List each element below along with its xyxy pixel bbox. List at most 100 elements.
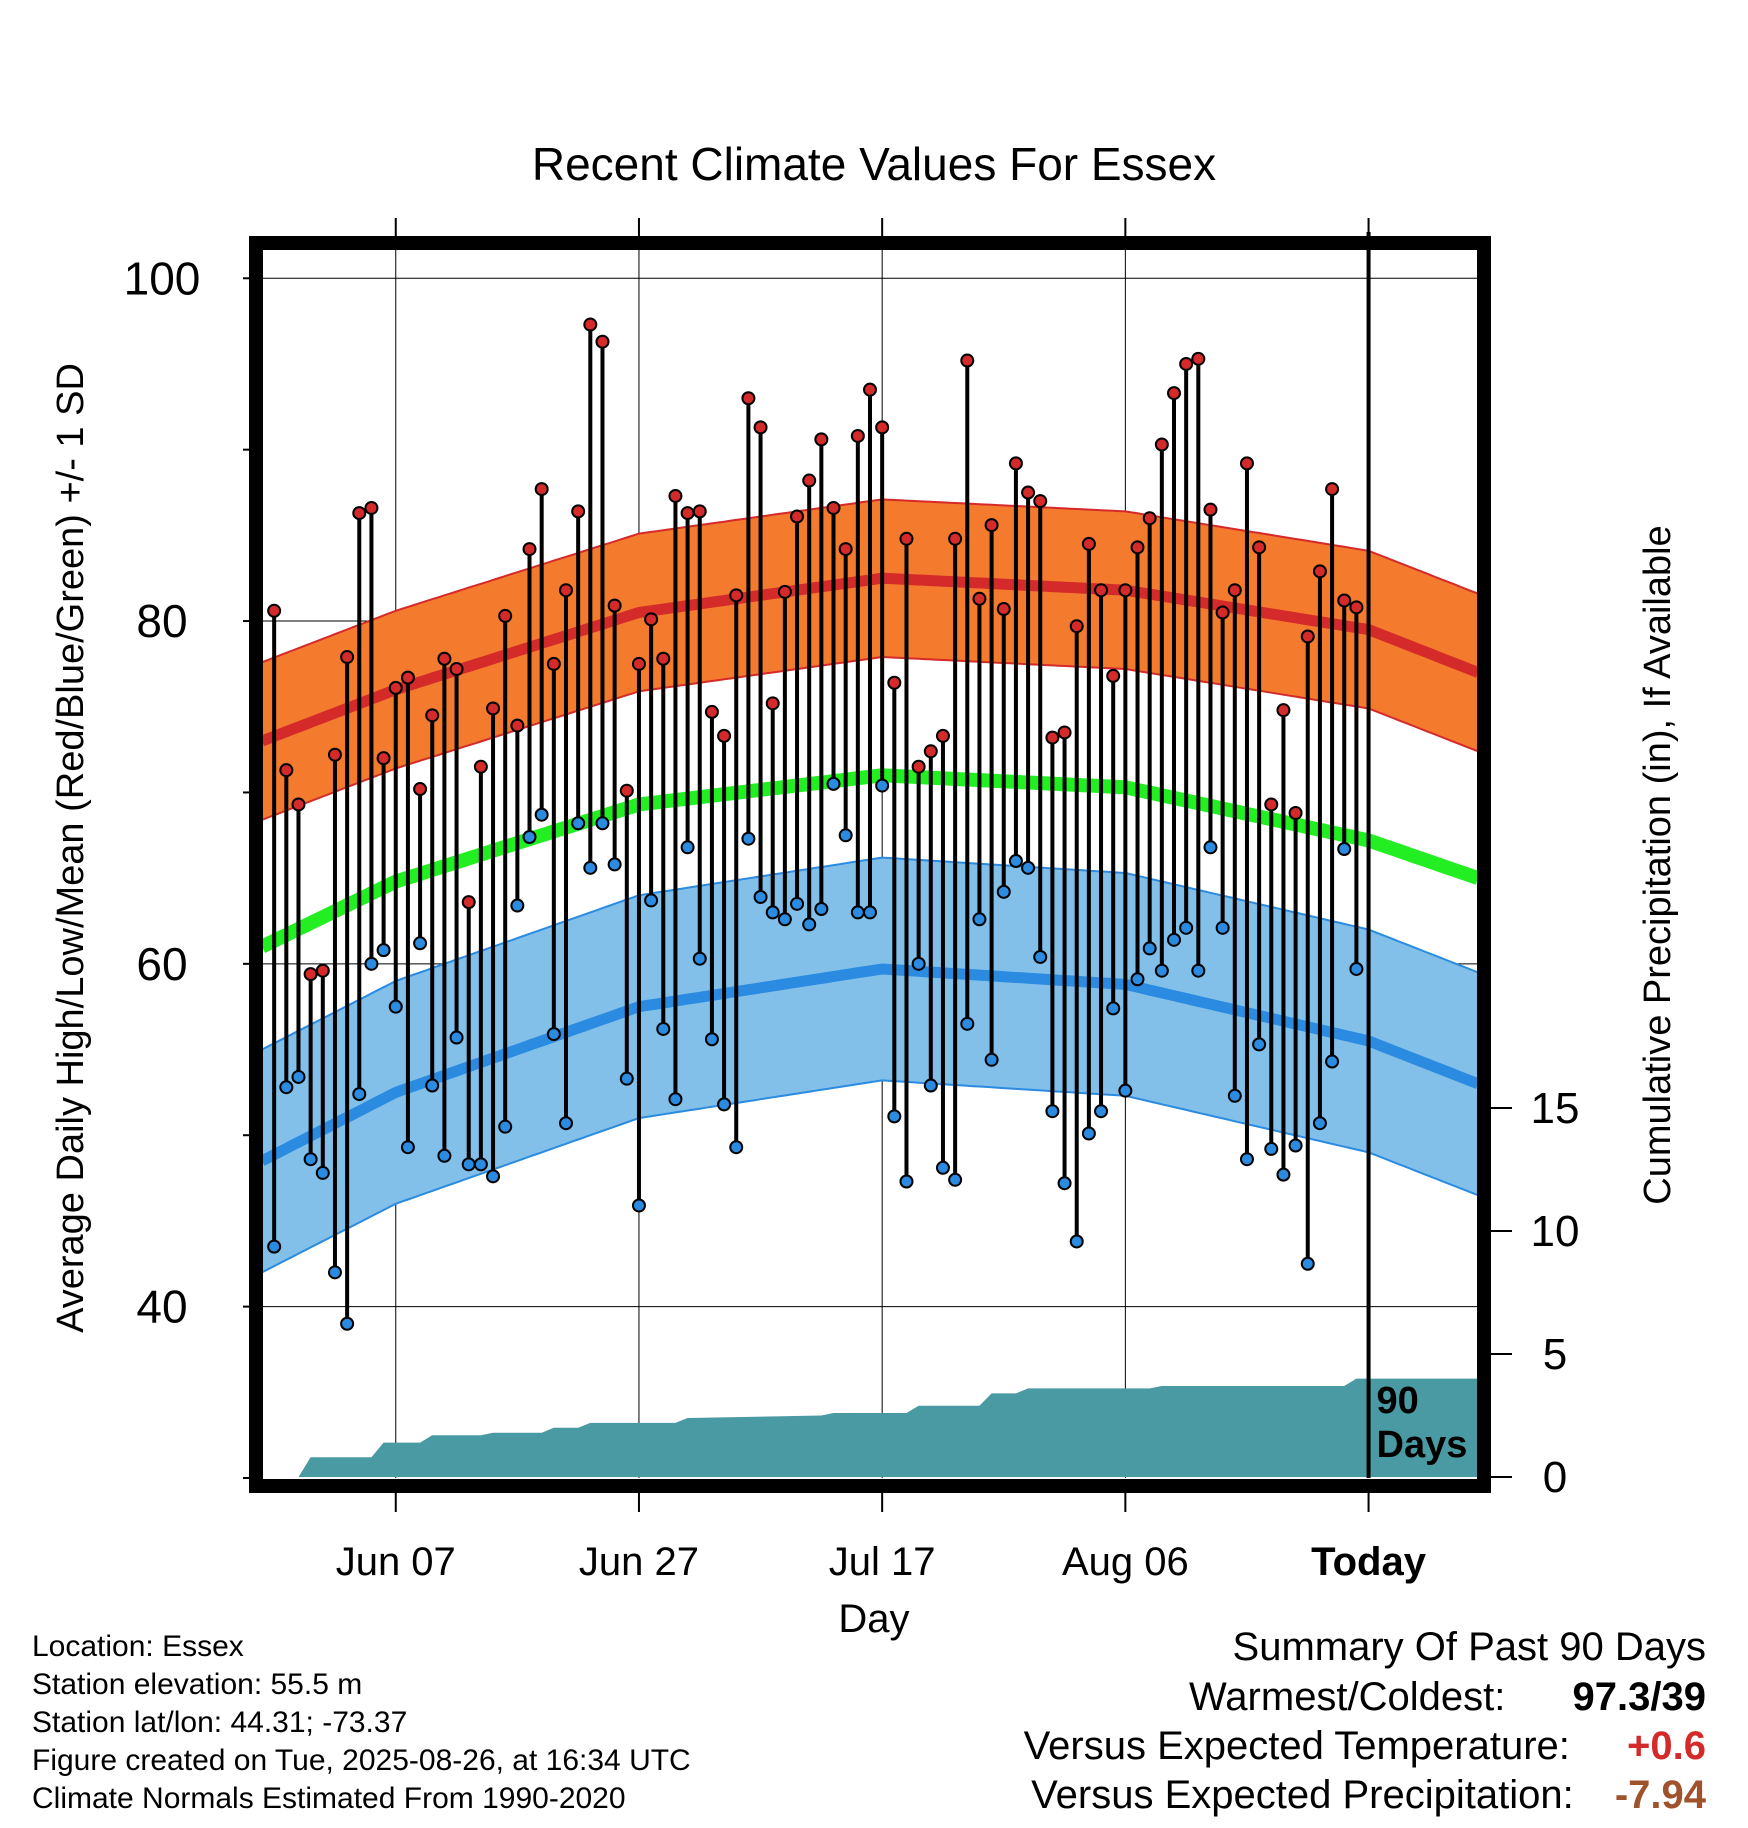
high-temp-point xyxy=(1094,583,1109,598)
low-temp-point xyxy=(546,1027,561,1042)
low-temp-point xyxy=(1179,920,1194,935)
low-temp-point xyxy=(388,999,403,1014)
high-temp-point xyxy=(327,747,342,762)
high-temp-point xyxy=(571,504,586,519)
low-temp-point xyxy=(814,901,829,916)
high-temp-point xyxy=(1252,540,1267,555)
high-temp-point xyxy=(1191,351,1206,366)
y-axis-label: Average Daily High/Low/Mean (Red/Blue/Gr… xyxy=(50,363,92,1333)
high-temp-point xyxy=(486,701,501,716)
low-temp-point xyxy=(437,1148,452,1163)
high-temp-point xyxy=(644,612,659,627)
high-temp-point xyxy=(631,656,646,671)
window-days-label: 90 xyxy=(1377,1380,1419,1422)
low-temp-point xyxy=(315,1165,330,1180)
high-temp-point xyxy=(315,963,330,978)
low-temp-point xyxy=(449,1030,464,1045)
high-temp-point xyxy=(1203,502,1218,517)
high-temp-point xyxy=(1325,482,1340,497)
high-temp-point xyxy=(1081,536,1096,551)
high-temp-point xyxy=(1057,725,1072,740)
low-temp-point xyxy=(631,1198,646,1213)
chart-title: Recent Climate Values For Essex xyxy=(532,138,1216,190)
high-temp-point xyxy=(522,542,537,557)
high-temp-point xyxy=(802,473,817,488)
warmest-coldest-row: Warmest/Coldest: 97.3/39 xyxy=(1189,1675,1706,1720)
high-temp-point xyxy=(498,608,513,623)
low-temp-point xyxy=(875,778,890,793)
low-temp-point xyxy=(303,1152,318,1167)
high-temp-point xyxy=(376,751,391,766)
high-temp-point xyxy=(741,391,756,406)
y2-axis-label: Cumulative Precipitation (in), If Availa… xyxy=(1637,525,1679,1204)
low-temp-points xyxy=(267,776,1364,1331)
low-temp-point xyxy=(1130,972,1145,987)
temp-row: Versus Expected Temperature: +0.6 xyxy=(1024,1724,1706,1769)
high-temp-point xyxy=(1021,485,1036,500)
y-tick-label: 60 xyxy=(136,938,187,990)
station-info: Location: Essex Station elevation: 55.5 … xyxy=(32,1628,691,1818)
location-text: Location: Essex xyxy=(32,1630,244,1663)
low-temp-point xyxy=(692,951,707,966)
high-temp-point xyxy=(279,763,294,778)
low-temp-point xyxy=(1227,1088,1242,1103)
high-temp-point xyxy=(559,583,573,598)
precip-label: Versus Expected Precipitation: xyxy=(1031,1773,1574,1817)
high-temp-point xyxy=(1312,564,1327,579)
low-temp-point xyxy=(984,1052,999,1067)
low-temp-point xyxy=(656,1021,671,1036)
low-temp-point xyxy=(1118,1083,1133,1098)
high-temp-point xyxy=(388,680,403,695)
high-temp-point xyxy=(911,759,926,774)
high-temp-point xyxy=(1300,629,1315,644)
low-temp-point xyxy=(1033,949,1048,964)
high-temp-point xyxy=(899,531,914,546)
low-temp-point xyxy=(1215,920,1230,935)
y2-tick-label: 5 xyxy=(1543,1330,1567,1379)
x-tick-label: Jun 07 xyxy=(336,1540,456,1584)
precip-value: -7.94 xyxy=(1614,1773,1706,1817)
low-temp-point xyxy=(291,1069,306,1084)
low-temp-point xyxy=(863,905,877,920)
high-temp-point xyxy=(704,704,719,719)
low-temp-point xyxy=(1312,1116,1327,1131)
high-temp-point xyxy=(1069,619,1084,634)
y2-tick-label: 15 xyxy=(1531,1084,1580,1133)
low-temp-point xyxy=(1021,860,1036,875)
low-temp-point xyxy=(1045,1104,1060,1119)
high-temp-point xyxy=(291,797,306,812)
precipitation-area xyxy=(298,1378,1479,1477)
high-temp-point xyxy=(1154,437,1169,452)
low-temp-point xyxy=(741,831,756,846)
high-temp-point xyxy=(923,744,938,759)
low-temp-point xyxy=(729,1140,744,1155)
low-temp-point xyxy=(376,943,391,958)
low-band-lower-edge xyxy=(261,1079,1479,1274)
low-temp-point xyxy=(777,912,792,927)
high-temp-point xyxy=(1118,583,1133,598)
low-temp-point xyxy=(340,1316,355,1331)
low-temp-point xyxy=(1203,840,1218,855)
low-temp-point xyxy=(802,917,817,932)
low-temp-point xyxy=(510,898,525,913)
low-temp-point xyxy=(996,884,1011,899)
high-temp-point xyxy=(1227,583,1242,598)
low-temp-point xyxy=(850,905,865,920)
low-temp-point xyxy=(352,1087,367,1102)
low-temp-point xyxy=(1191,963,1206,978)
low-temp-point xyxy=(1288,1138,1303,1153)
low-temp-point xyxy=(559,1116,573,1131)
high-temp-point xyxy=(534,482,549,497)
y-tick-label: 40 xyxy=(136,1281,187,1333)
high-temp-point xyxy=(583,317,598,332)
high-temp-point xyxy=(1045,730,1060,745)
low-temp-point xyxy=(899,1174,914,1189)
low-temp-point xyxy=(1239,1152,1254,1167)
high-temp-point xyxy=(717,728,732,743)
high-temp-point xyxy=(352,506,367,521)
low-temp-point xyxy=(583,860,598,875)
x-tick-label: Jun 27 xyxy=(579,1540,699,1584)
low-temp-point xyxy=(644,893,659,908)
high-temp-point xyxy=(1033,494,1048,509)
high-temp-point xyxy=(765,696,780,711)
